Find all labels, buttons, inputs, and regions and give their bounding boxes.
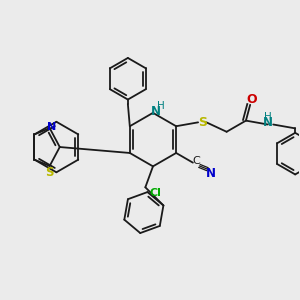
Text: N: N: [151, 105, 161, 118]
Text: Cl: Cl: [150, 188, 162, 198]
Text: S: S: [198, 116, 207, 129]
Text: N: N: [206, 167, 216, 180]
Text: N: N: [263, 116, 273, 129]
Text: H: H: [158, 101, 165, 111]
Text: N: N: [47, 122, 57, 132]
Text: H: H: [264, 112, 272, 122]
Text: S: S: [45, 166, 54, 179]
Text: C: C: [193, 156, 200, 166]
Text: O: O: [246, 93, 257, 106]
